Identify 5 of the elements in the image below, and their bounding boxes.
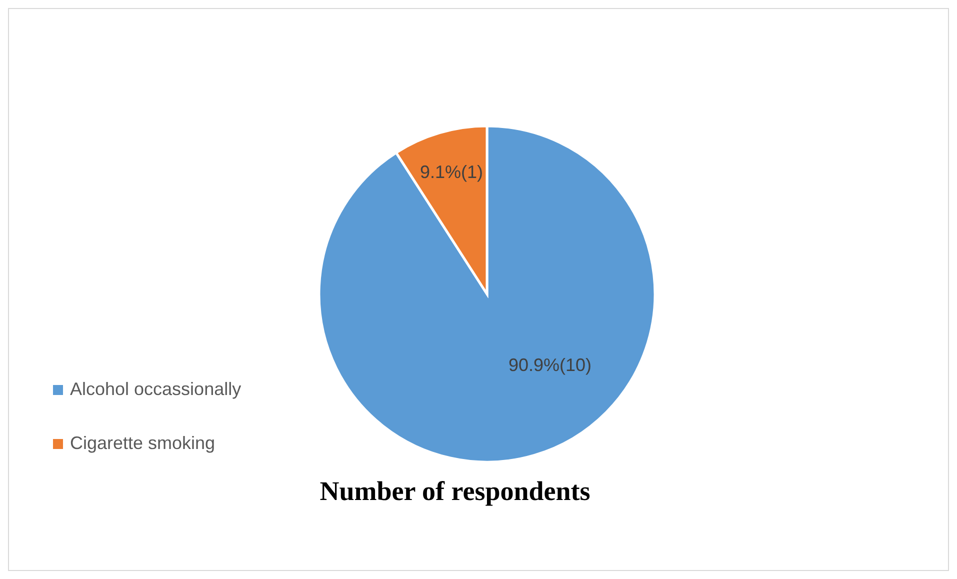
legend-label: Cigarette smoking — [70, 432, 216, 453]
text: Number of respondents — [320, 476, 590, 506]
data-label: 90.9%(10) — [508, 354, 592, 375]
data-label: 9.1%(1) — [420, 162, 484, 182]
legend-label: Alcohol occassionally — [70, 378, 242, 399]
